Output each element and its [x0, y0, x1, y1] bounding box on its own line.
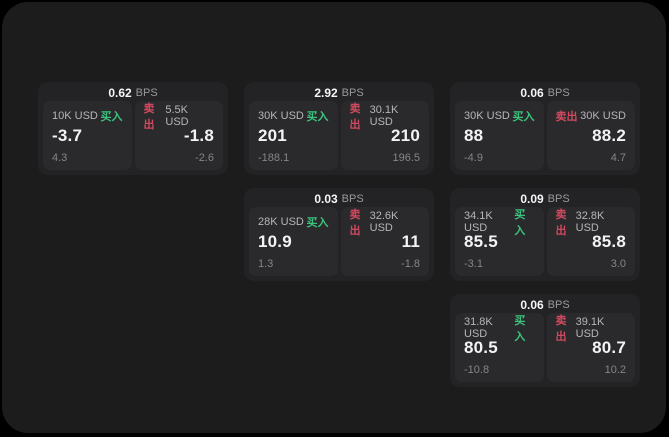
sell-tile[interactable]: 卖出 39.1K USD 80.7 10.2 — [546, 313, 635, 382]
spread-unit-label: BPS — [135, 86, 158, 99]
sell-delta: -2.6 — [195, 152, 214, 164]
buy-delta: -4.9 — [464, 152, 483, 164]
buy-delta: -10.8 — [464, 364, 490, 376]
sell-price: 11 — [401, 232, 420, 251]
buy-tile[interactable]: 10K USD 买入 -3.7 4.3 — [43, 101, 132, 170]
spread-header: 0.06 BPS — [450, 294, 640, 313]
quote-card: 2.92 BPS 30K USD 买入 201 -188.1 卖出 30.1K … — [244, 82, 434, 175]
sell-side-label: 卖出 — [555, 208, 567, 237]
buy-amount: 30K USD — [258, 109, 304, 122]
buy-delta: -3.1 — [464, 258, 483, 270]
sell-amount: 32.8K USD — [575, 209, 605, 234]
buy-price: 80.5 — [464, 338, 498, 357]
spread-unit-label: BPS — [341, 192, 364, 205]
quote-tiles: 34.1K USD 买入 85.5 -3.1 卖出 32.8K USD 85.8… — [450, 207, 640, 281]
buy-side-label: 买入 — [306, 110, 329, 123]
sell-side-label: 卖出 — [143, 102, 155, 131]
quote-tiles: 28K USD 买入 10.9 1.3 卖出 32.6K USD 11 -1.8 — [244, 207, 434, 281]
buy-side-label: 买入 — [512, 110, 535, 123]
sell-tile[interactable]: 卖出 32.8K USD 85.8 3.0 — [546, 207, 635, 276]
spread-header: 2.92 BPS — [244, 82, 434, 101]
quote-tiles: 31.8K USD 买入 80.5 -10.8 卖出 39.1K USD 80.… — [450, 313, 640, 387]
sell-amount: 30K USD — [580, 109, 626, 122]
sell-tile[interactable]: 卖出 5.5K USD -1.8 -2.6 — [134, 101, 223, 170]
quote-card: 0.06 BPS 30K USD 买入 88 -4.9 卖出 30K USD 8… — [450, 82, 640, 175]
app-panel: 0.62 BPS 10K USD 买入 -3.7 4.3 卖出 5.5K USD… — [2, 2, 666, 433]
sell-price: 88.2 — [592, 126, 626, 145]
buy-side-label: 买入 — [306, 216, 329, 229]
spread-value: 0.06 — [520, 297, 544, 312]
sell-side-label: 卖出 — [555, 314, 567, 343]
buy-amount: 28K USD — [258, 215, 304, 228]
spread-value: 0.06 — [520, 85, 544, 100]
quote-card: 0.62 BPS 10K USD 买入 -3.7 4.3 卖出 5.5K USD… — [38, 82, 228, 175]
buy-amount: 31.8K USD — [464, 315, 493, 340]
buy-amount: 34.1K USD — [464, 209, 493, 234]
sell-price: 210 — [391, 126, 420, 145]
buy-price: 85.5 — [464, 232, 498, 251]
spread-header: 0.06 BPS — [450, 82, 640, 101]
buy-price: 88 — [464, 126, 484, 145]
buy-tile[interactable]: 31.8K USD 买入 80.5 -10.8 — [455, 313, 544, 382]
sell-delta: 4.7 — [610, 152, 626, 164]
spread-unit-label: BPS — [547, 86, 570, 99]
buy-tile[interactable]: 34.1K USD 买入 85.5 -3.1 — [455, 207, 544, 276]
spread-unit-label: BPS — [547, 192, 570, 205]
buy-tile[interactable]: 30K USD 买入 88 -4.9 — [455, 101, 544, 170]
spread-header: 0.03 BPS — [244, 188, 434, 207]
buy-delta: -188.1 — [258, 152, 290, 164]
quote-card: 0.03 BPS 28K USD 买入 10.9 1.3 卖出 32.6K US… — [244, 188, 434, 281]
sell-delta: -1.8 — [401, 258, 420, 270]
buy-side-label: 买入 — [514, 208, 526, 237]
quote-card: 0.09 BPS 34.1K USD 买入 85.5 -3.1 卖出 32.8K… — [450, 188, 640, 281]
sell-amount: 39.1K USD — [575, 315, 605, 340]
sell-amount: 30.1K USD — [369, 103, 399, 128]
buy-price: 201 — [258, 126, 287, 145]
sell-delta: 3.0 — [610, 258, 626, 270]
quote-tiles: 30K USD 买入 201 -188.1 卖出 30.1K USD 210 1… — [244, 101, 434, 175]
quotes-board: 0.62 BPS 10K USD 买入 -3.7 4.3 卖出 5.5K USD… — [38, 82, 640, 387]
spread-value: 0.09 — [520, 191, 544, 206]
buy-amount: 30K USD — [464, 109, 510, 122]
sell-side-label: 卖出 — [349, 102, 361, 131]
spread-unit-label: BPS — [341, 86, 364, 99]
sell-amount: 5.5K USD — [165, 103, 189, 128]
spread-value: 2.92 — [314, 85, 338, 100]
buy-tile[interactable]: 30K USD 买入 201 -188.1 — [249, 101, 338, 170]
sell-delta: 10.2 — [604, 364, 626, 376]
sell-delta: 196.5 — [392, 152, 420, 164]
quote-tiles: 30K USD 买入 88 -4.9 卖出 30K USD 88.2 4.7 — [450, 101, 640, 175]
sell-side-label: 卖出 — [555, 110, 578, 123]
quote-tiles: 10K USD 买入 -3.7 4.3 卖出 5.5K USD -1.8 -2.… — [38, 101, 228, 175]
buy-tile[interactable]: 28K USD 买入 10.9 1.3 — [249, 207, 338, 276]
sell-amount: 32.6K USD — [369, 209, 399, 234]
sell-price: 80.7 — [592, 338, 626, 357]
sell-tile[interactable]: 卖出 32.6K USD 11 -1.8 — [340, 207, 429, 276]
spread-value: 0.62 — [108, 85, 132, 100]
buy-price: -3.7 — [52, 126, 83, 145]
spread-header: 0.09 BPS — [450, 188, 640, 207]
buy-delta: 4.3 — [52, 152, 68, 164]
buy-amount: 10K USD — [52, 109, 98, 122]
quote-card: 0.06 BPS 31.8K USD 买入 80.5 -10.8 卖出 39.1… — [450, 294, 640, 387]
buy-price: 10.9 — [258, 232, 292, 251]
sell-tile[interactable]: 卖出 30.1K USD 210 196.5 — [340, 101, 429, 170]
spread-header: 0.62 BPS — [38, 82, 228, 101]
spread-unit-label: BPS — [547, 298, 570, 311]
buy-side-label: 买入 — [100, 110, 123, 123]
sell-side-label: 卖出 — [349, 208, 361, 237]
sell-tile[interactable]: 卖出 30K USD 88.2 4.7 — [546, 101, 635, 170]
sell-price: -1.8 — [183, 126, 214, 145]
buy-delta: 1.3 — [258, 258, 274, 270]
sell-price: 85.8 — [592, 232, 626, 251]
spread-value: 0.03 — [314, 191, 338, 206]
buy-side-label: 买入 — [514, 314, 526, 343]
